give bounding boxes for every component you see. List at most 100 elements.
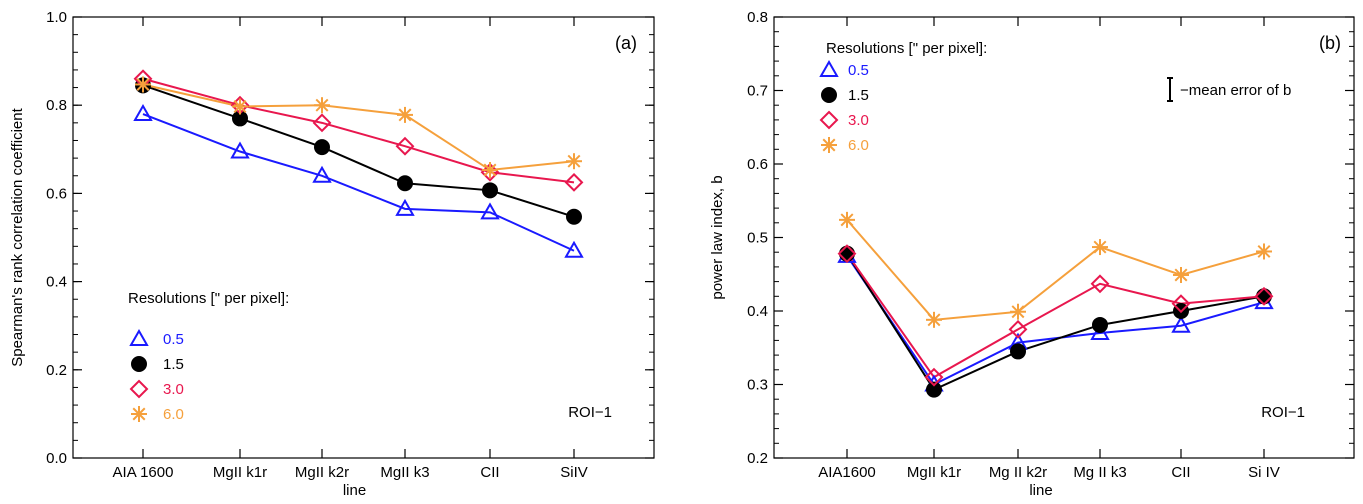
panel-a-data-point-3.0	[312, 113, 332, 133]
panel-b-ytick-label: 0.8	[747, 9, 768, 26]
panel-b-xtick-label: CII	[1171, 464, 1190, 481]
panel-a-ytick-label: 0.0	[46, 450, 67, 467]
panel-a-series-line-6.0	[142, 83, 575, 172]
panel-a-xtick-label: MgII k3	[380, 464, 429, 481]
panel-b-x-axis-label: line	[1029, 482, 1052, 499]
panel-b-legend-label: 1.5	[848, 87, 869, 104]
panel-b-data-point-3.0	[1171, 294, 1191, 314]
panel-a-xtick-label: SiIV	[560, 464, 588, 481]
panel-a-data-point-0.5	[133, 104, 153, 122]
panel-a-legend-label: 3.0	[163, 381, 184, 398]
panel-a-xtick-label: MgII k1r	[213, 464, 267, 481]
panel-b-legend-marker-0.5	[819, 59, 839, 77]
panel-b-legend-label: 0.5	[848, 62, 869, 79]
panel-b-data-point-6.0	[839, 211, 855, 228]
panel-b-ytick-label: 0.5	[747, 230, 768, 247]
panel-b-roi-annotation: ROI−1	[1261, 404, 1305, 421]
panel-b-data-point-3.0	[837, 244, 857, 264]
panel-b-data-point-6.0	[1173, 266, 1189, 283]
panel-a-legend-marker-6.0	[131, 406, 147, 422]
panel-a-series-line-0.5	[142, 113, 575, 252]
panel-a-data-point-1.5	[314, 139, 330, 156]
panel-b-ytick-label: 0.6	[747, 156, 768, 173]
panel-b-data-point-6.0	[926, 311, 942, 328]
panel-b-data-point-3.0	[1008, 319, 1028, 339]
panel-b-data-point-0.5	[1090, 323, 1110, 341]
panel-b-series-line-1.5	[846, 253, 1265, 391]
panel-a-data-point-6.0	[232, 98, 248, 115]
panel-a-ytick-label: 0.6	[46, 185, 67, 202]
panel-b-xtick-label: Mg II k3	[1073, 464, 1126, 481]
panel-a-ytick-label: 0.4	[46, 274, 67, 291]
panel-a-data-point-6.0	[482, 162, 498, 179]
panel-a-legend-label: 0.5	[163, 331, 184, 348]
panel-b-data-point-1.5	[1256, 288, 1272, 305]
panel-b-data-point-1.5	[839, 245, 855, 262]
panel-b-data-point-3.0	[1090, 274, 1110, 294]
panel-b-data-point-0.5	[1171, 315, 1191, 333]
panel-b-ytick-label: 0.2	[747, 450, 768, 467]
panel-a-data-point-6.0	[135, 76, 151, 93]
panel-a-roi-annotation: ROI−1	[568, 404, 612, 421]
panel-b-legend-marker-1.5	[821, 87, 837, 103]
panel-a-data-point-0.5	[480, 202, 500, 220]
panel-b-xtick-label: Si IV	[1248, 464, 1280, 481]
panel-b-data-point-6.0	[1092, 239, 1108, 256]
panel-a-data-point-0.5	[564, 240, 584, 258]
panel-a-series-line-1.5	[142, 84, 575, 218]
panel-b-data-point-6.0	[1256, 243, 1272, 260]
panel-a-ytick-label: 1.0	[46, 9, 67, 26]
panel-b-data-point-1.5	[1092, 316, 1108, 333]
panel-a-y-axis-label: Spearman's rank correlation coefficient	[9, 107, 26, 366]
panel-a-data-point-3.0	[564, 172, 584, 192]
panel-a-data-point-3.0	[395, 136, 415, 156]
panel-b-ytick-label: 0.4	[747, 303, 768, 320]
panel-b-ytick-label: 0.7	[747, 83, 768, 100]
panel-b-y-axis-label: power law index, b	[709, 175, 726, 299]
panel-a-data-point-6.0	[566, 153, 582, 170]
panel-a-xtick-label: MgII k2r	[295, 464, 349, 481]
panel-a-data-point-0.5	[395, 198, 415, 216]
panel-a-data-point-0.5	[312, 165, 332, 183]
panel-a-legend-title: Resolutions [" per pixel]:	[128, 290, 289, 307]
panel-b-legend-title: Resolutions [" per pixel]:	[826, 40, 987, 57]
panel-b-panel-letter: (b)	[1319, 33, 1341, 53]
panel-b-series-line-3.0	[846, 253, 1265, 379]
panel-b-chart: 0.2 0.3 0.4 0.5 0.6 0.7 0.8 AIA1600 MgII k1r Mg I…	[709, 9, 1355, 499]
panel-a-legend-marker-3.0	[129, 379, 149, 399]
panel-a-legend-marker-1.5	[131, 356, 147, 372]
panel-b-legend-label: 6.0	[848, 137, 869, 154]
panel-a-panel-letter: (a)	[615, 33, 637, 53]
panel-a-legend-label: 1.5	[163, 356, 184, 373]
panel-b-data-point-3.0	[1254, 286, 1274, 306]
panel-b-data-point-1.5	[926, 381, 942, 398]
panel-a-data-point-1.5	[482, 182, 498, 199]
panel-a-data-point-0.5	[230, 141, 250, 159]
panel-b-legend-marker-3.0	[819, 110, 839, 130]
panel-a-x-axis-label: line	[343, 482, 366, 499]
panel-a-ytick-label: 0.8	[46, 97, 67, 114]
panel-b-ytick-label: 0.3	[747, 377, 768, 394]
panel-b-legend-marker-6.0	[821, 137, 837, 153]
panel-b-xtick-label: MgII k1r	[907, 464, 961, 481]
panel-a-data-point-1.5	[566, 208, 582, 225]
panel-a-legend-label: 6.0	[163, 406, 184, 423]
panel-b-data-point-1.5	[1010, 343, 1026, 360]
panel-a-data-point-6.0	[314, 97, 330, 114]
panel-b-xtick-label: Mg II k2r	[989, 464, 1047, 481]
panel-b-data-point-6.0	[1010, 303, 1026, 320]
panel-b-series-line-6.0	[846, 219, 1265, 321]
panel-b-error-legend-label: −mean error of b	[1180, 82, 1291, 99]
panel-a-plot-frame	[72, 16, 655, 459]
panel-a-xtick-label: AIA 1600	[113, 464, 174, 481]
panel-b-legend-label: 3.0	[848, 112, 869, 129]
panel-b-data-point-3.0	[924, 367, 944, 387]
panel-a-data-point-6.0	[397, 106, 413, 123]
panel-b-xtick-label: AIA1600	[818, 464, 876, 481]
panel-a-data-point-1.5	[397, 175, 413, 192]
panel-a-chart: 0.0 0.2 0.4 0.6 0.8 1.0 AIA 1600 MgII k1r MgII k…	[9, 9, 655, 499]
panel-a-xtick-label: CII	[480, 464, 499, 481]
panel-a-ytick-label: 0.2	[46, 362, 67, 379]
panel-b-series-line-0.5	[846, 255, 1265, 386]
